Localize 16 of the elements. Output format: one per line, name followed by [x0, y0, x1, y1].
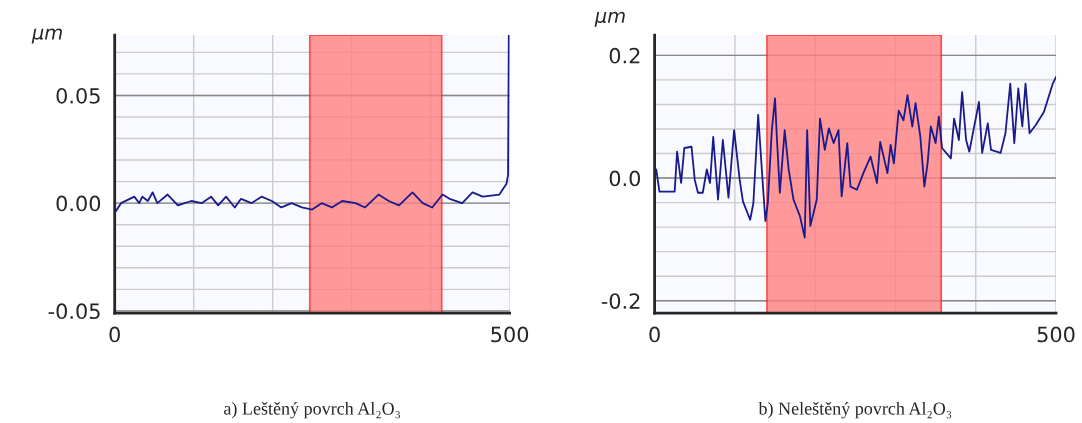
y-axis-title: µm	[594, 11, 625, 27]
y-tick-label: 0.00	[56, 195, 101, 212]
y-tick-label: -0.2	[601, 293, 640, 309]
x-tick-label: 500	[491, 326, 529, 343]
y-tick-label: -0.05	[48, 303, 100, 320]
y-axis-title: µm	[31, 28, 62, 44]
x-tick-label: 500	[1037, 326, 1075, 343]
line-series	[114, 35, 510, 213]
line-series	[655, 75, 1057, 239]
y-tick-label: 0.2	[609, 47, 640, 64]
y-tick-label: 0.05	[56, 87, 100, 104]
x-tick-label: 0	[109, 326, 120, 343]
y-tick-label: 0.0	[609, 170, 641, 187]
x-axis-title: b) Neleštěný povrch Al₂O₃	[758, 401, 952, 419]
x-axis-title: a) Leštěný povrch Al₂O₃	[224, 401, 401, 419]
x-tick-label: 0	[649, 326, 660, 343]
